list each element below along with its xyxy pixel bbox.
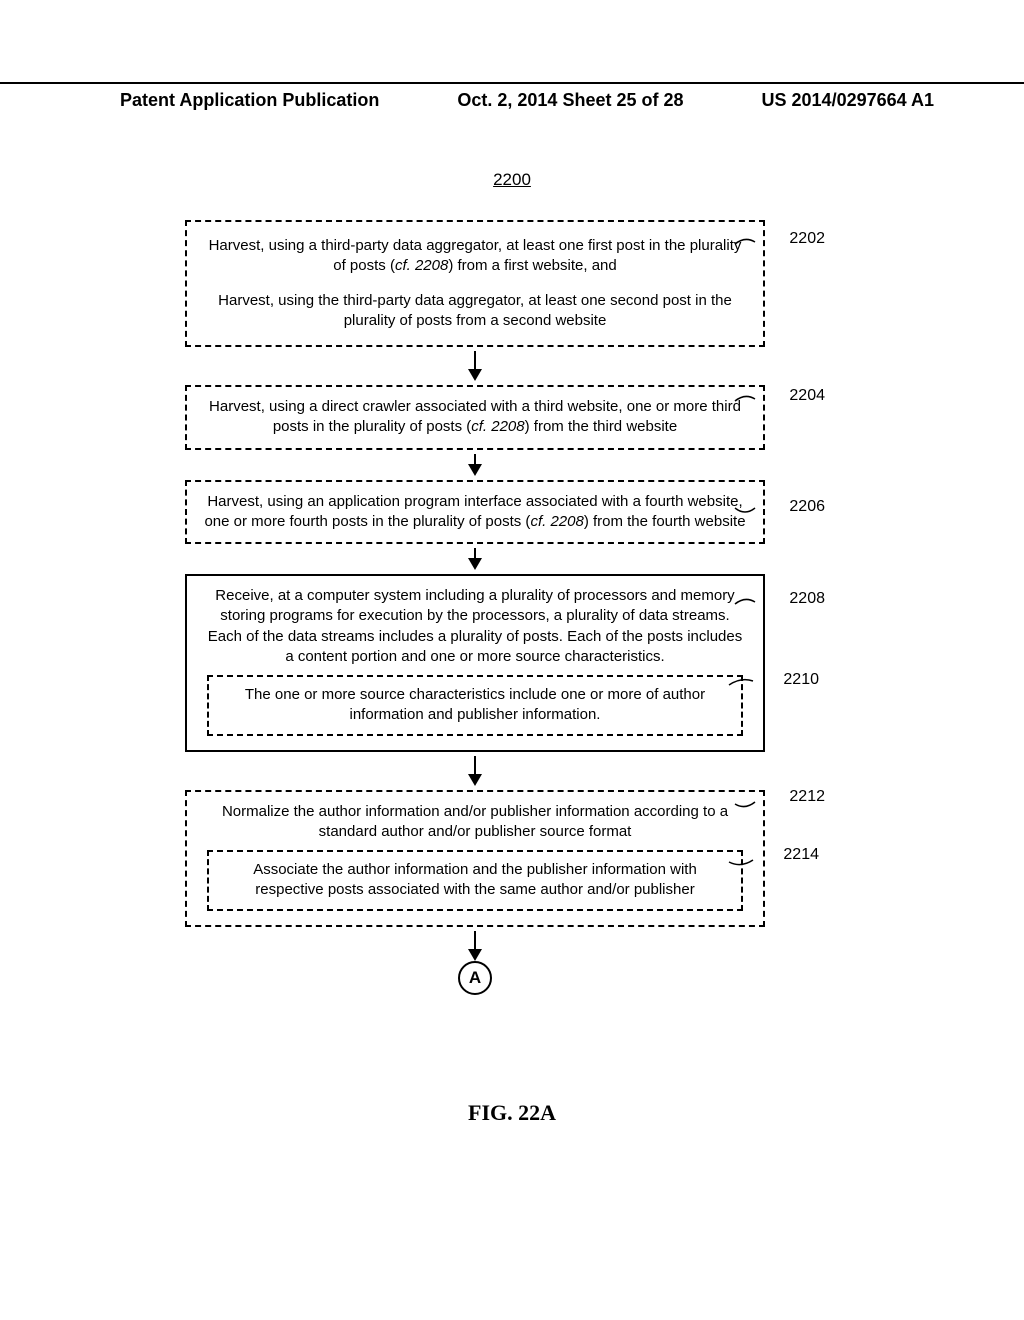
step-2204: Harvest, using a direct crawler associat…	[185, 385, 765, 450]
step-2214: Associate the author information and the…	[207, 850, 743, 911]
page-header: Patent Application Publication Oct. 2, 2…	[0, 82, 1024, 111]
header-center: Oct. 2, 2014 Sheet 25 of 28	[457, 90, 683, 111]
arrow-2208-2212	[185, 752, 765, 790]
step-2202: Harvest, using a third-party data aggreg…	[185, 220, 765, 347]
off-page-connector: A	[458, 961, 492, 995]
header-left: Patent Application Publication	[120, 90, 379, 111]
step-2212-text: Normalize the author information and/or …	[203, 802, 747, 843]
step-2202-cf: cf. 2208	[395, 257, 448, 274]
ref-leader-2212	[733, 792, 783, 812]
ref-2204: 2204	[789, 385, 825, 407]
flowchart: Harvest, using a third-party data aggreg…	[185, 220, 805, 999]
arrow-2202-2204	[185, 347, 765, 385]
step-2206-cf: cf. 2208	[530, 513, 583, 530]
step-2204-text-c: ) from the third website	[525, 418, 678, 435]
ref-leader-2208	[733, 594, 783, 614]
ref-2206: 2206	[789, 496, 825, 518]
ref-2202: 2202	[789, 228, 825, 250]
step-2212: Normalize the author information and/or …	[185, 790, 765, 927]
ref-2208: 2208	[789, 588, 825, 610]
header-right: US 2014/0297664 A1	[762, 90, 934, 111]
step-2202-text-c: ) from a first website, and	[448, 257, 616, 274]
ref-2214: 2214	[783, 844, 819, 866]
ref-leader-2206	[733, 498, 783, 518]
ref-leader-2210	[727, 673, 777, 693]
step-2210-text: The one or more source characteristics i…	[245, 686, 705, 723]
ref-leader-2204	[733, 391, 783, 411]
ref-2210: 2210	[783, 669, 819, 691]
arrow-2204-2206	[185, 450, 765, 480]
ref-2212: 2212	[789, 786, 825, 808]
step-2208: Receive, at a computer system including …	[185, 574, 765, 752]
ref-leader-2214	[727, 850, 777, 870]
step-2206-text-c: ) from the fourth website	[584, 513, 746, 530]
step-2210: The one or more source characteristics i…	[207, 675, 743, 736]
figure-number: 2200	[493, 170, 531, 190]
arrow-2206-2208	[185, 544, 765, 574]
step-2214-text: Associate the author information and the…	[253, 861, 697, 898]
step-2206: Harvest, using an application program in…	[185, 480, 765, 545]
step-2208-text: Receive, at a computer system including …	[203, 586, 747, 667]
figure-caption: FIG. 22A	[468, 1100, 556, 1126]
step-2202-text-2: Harvest, using the third-party data aggr…	[218, 292, 732, 329]
step-2204-cf: cf. 2208	[471, 418, 524, 435]
ref-leader-2202	[733, 234, 783, 254]
arrow-2212-connector: A	[185, 927, 765, 999]
connector-label: A	[469, 968, 481, 988]
